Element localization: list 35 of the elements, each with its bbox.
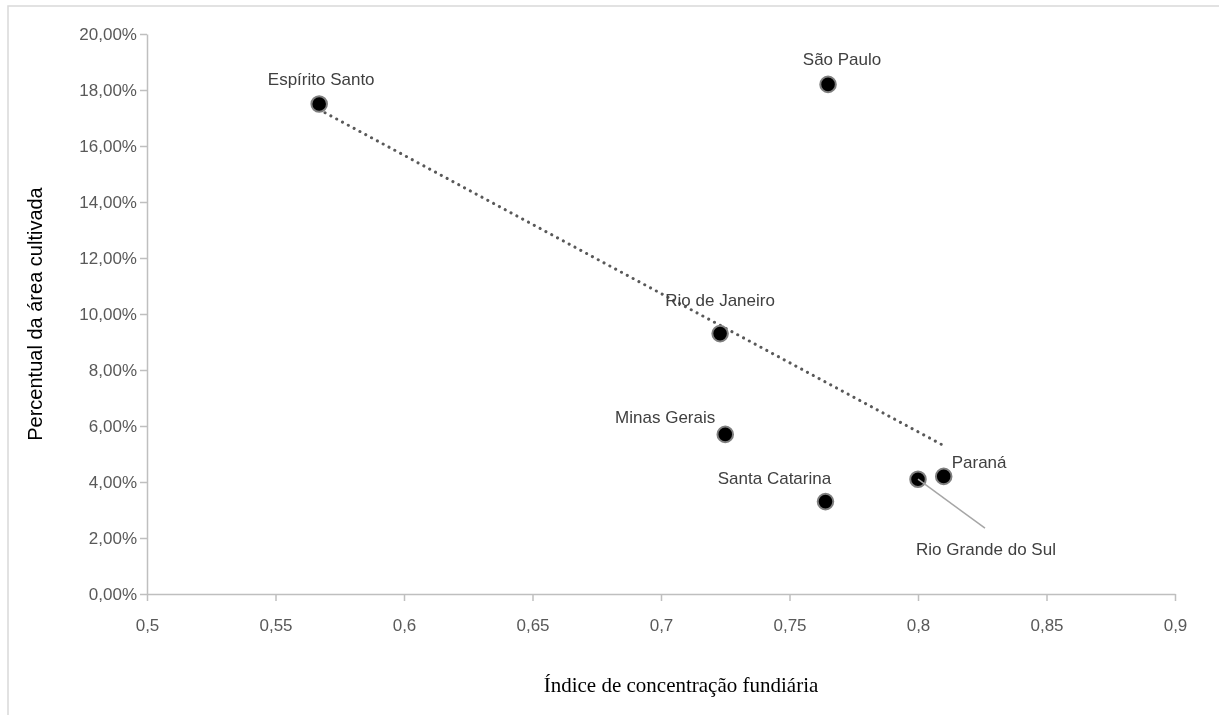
y-tick-label: 16,00% <box>79 136 137 156</box>
x-tick-label: 0,8 <box>906 616 931 636</box>
y-tick-label: 2,00% <box>88 528 137 548</box>
x-axis-title: Índice de concentração fundiária <box>543 673 819 697</box>
point <box>716 425 735 444</box>
y-tick-label: 20,00% <box>79 24 137 44</box>
point <box>934 467 953 486</box>
annotation: Espírito Santo <box>267 69 375 89</box>
y-tick-label: 0,00% <box>88 584 137 604</box>
x-tick-label: 0,5 <box>135 616 160 636</box>
y-axis-title: Percentual da área cultivada <box>24 186 46 441</box>
point <box>819 75 837 94</box>
x-tick-label: 0,7 <box>649 616 674 636</box>
x-tick-label: 0,65 <box>516 616 550 636</box>
point <box>909 470 927 488</box>
point <box>816 492 835 511</box>
y-tick-label: 10,00% <box>79 304 137 324</box>
point <box>310 95 328 113</box>
y-tick-label: 4,00% <box>88 472 137 492</box>
y-tick-label: 8,00% <box>88 360 137 380</box>
y-tick-label: 14,00% <box>79 192 137 212</box>
annotation: Santa Catarina <box>717 469 832 489</box>
annotation: São Paulo <box>802 49 882 69</box>
annotation: Paraná <box>951 452 1008 472</box>
x-tick-label: 0,85 <box>1030 616 1064 636</box>
x-tick-label: 0,6 <box>392 616 417 636</box>
annotation: Minas Gerais <box>615 407 716 427</box>
y-tick-label: 18,00% <box>79 80 137 100</box>
y-tick-label: 6,00% <box>88 416 137 436</box>
y-tick-label: 12,00% <box>79 248 137 268</box>
annotation: Rio Grande do Sul <box>916 539 1056 559</box>
point <box>711 324 729 343</box>
x-tick-label: 0,75 <box>773 616 807 636</box>
x-tick-label: 0,9 <box>1163 616 1188 636</box>
x-tick-label: 0,55 <box>259 616 293 636</box>
